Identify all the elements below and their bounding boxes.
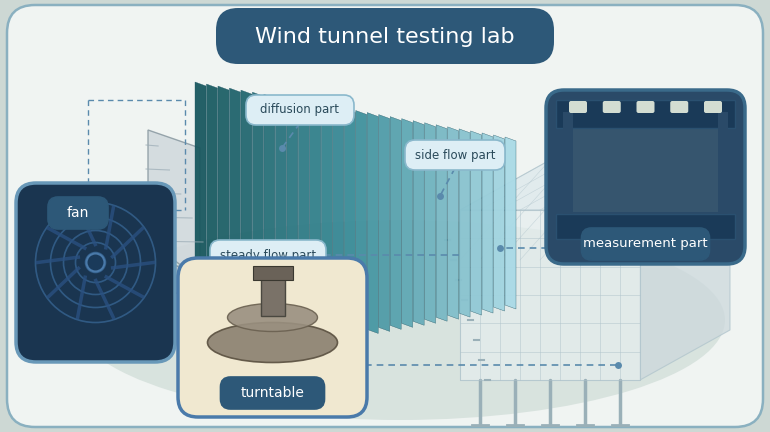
Polygon shape <box>379 114 390 331</box>
Ellipse shape <box>227 304 317 331</box>
FancyBboxPatch shape <box>260 276 284 315</box>
Polygon shape <box>367 113 378 334</box>
Polygon shape <box>310 102 321 343</box>
Polygon shape <box>460 160 730 210</box>
FancyBboxPatch shape <box>178 258 367 417</box>
FancyBboxPatch shape <box>556 100 735 128</box>
Polygon shape <box>241 90 252 356</box>
Polygon shape <box>298 100 310 346</box>
FancyBboxPatch shape <box>220 377 324 409</box>
Polygon shape <box>494 135 504 311</box>
Polygon shape <box>195 82 206 364</box>
Text: measurement part: measurement part <box>583 238 708 251</box>
Polygon shape <box>459 129 470 317</box>
Polygon shape <box>482 133 493 313</box>
Ellipse shape <box>207 323 337 362</box>
FancyBboxPatch shape <box>563 112 728 212</box>
Polygon shape <box>264 94 275 352</box>
FancyBboxPatch shape <box>637 101 654 113</box>
Polygon shape <box>206 84 217 362</box>
Polygon shape <box>218 86 229 360</box>
FancyBboxPatch shape <box>704 101 722 113</box>
FancyBboxPatch shape <box>556 214 735 239</box>
FancyBboxPatch shape <box>246 95 354 125</box>
Polygon shape <box>470 131 481 315</box>
FancyBboxPatch shape <box>48 197 108 229</box>
FancyBboxPatch shape <box>581 228 709 260</box>
FancyBboxPatch shape <box>718 112 728 214</box>
Polygon shape <box>356 111 367 336</box>
Polygon shape <box>287 98 298 348</box>
FancyBboxPatch shape <box>569 101 587 113</box>
Polygon shape <box>390 117 401 329</box>
Polygon shape <box>333 106 343 340</box>
Polygon shape <box>229 88 240 358</box>
Ellipse shape <box>75 220 725 420</box>
FancyBboxPatch shape <box>7 5 763 427</box>
Polygon shape <box>276 96 286 350</box>
FancyBboxPatch shape <box>216 8 554 64</box>
FancyBboxPatch shape <box>563 112 573 214</box>
Polygon shape <box>447 127 459 319</box>
Polygon shape <box>436 125 447 321</box>
Polygon shape <box>321 105 333 342</box>
Polygon shape <box>505 137 516 309</box>
Polygon shape <box>413 121 424 325</box>
Polygon shape <box>424 123 436 323</box>
Polygon shape <box>640 160 730 380</box>
Polygon shape <box>402 119 413 327</box>
Text: fan: fan <box>67 206 89 220</box>
FancyBboxPatch shape <box>603 101 621 113</box>
Text: diffusion part: diffusion part <box>260 104 340 117</box>
FancyBboxPatch shape <box>253 266 293 280</box>
Text: side flow part: side flow part <box>415 149 495 162</box>
Polygon shape <box>148 255 200 300</box>
FancyBboxPatch shape <box>460 210 640 380</box>
Text: turntable: turntable <box>240 386 304 400</box>
Polygon shape <box>148 130 200 280</box>
Text: Wind tunnel testing lab: Wind tunnel testing lab <box>255 27 515 47</box>
Polygon shape <box>253 92 263 354</box>
FancyBboxPatch shape <box>16 183 175 362</box>
Text: steady flow part: steady flow part <box>220 248 316 261</box>
FancyBboxPatch shape <box>546 90 745 264</box>
Polygon shape <box>344 108 355 337</box>
FancyBboxPatch shape <box>210 240 326 270</box>
FancyBboxPatch shape <box>670 101 688 113</box>
Circle shape <box>86 254 105 271</box>
FancyBboxPatch shape <box>405 140 505 170</box>
